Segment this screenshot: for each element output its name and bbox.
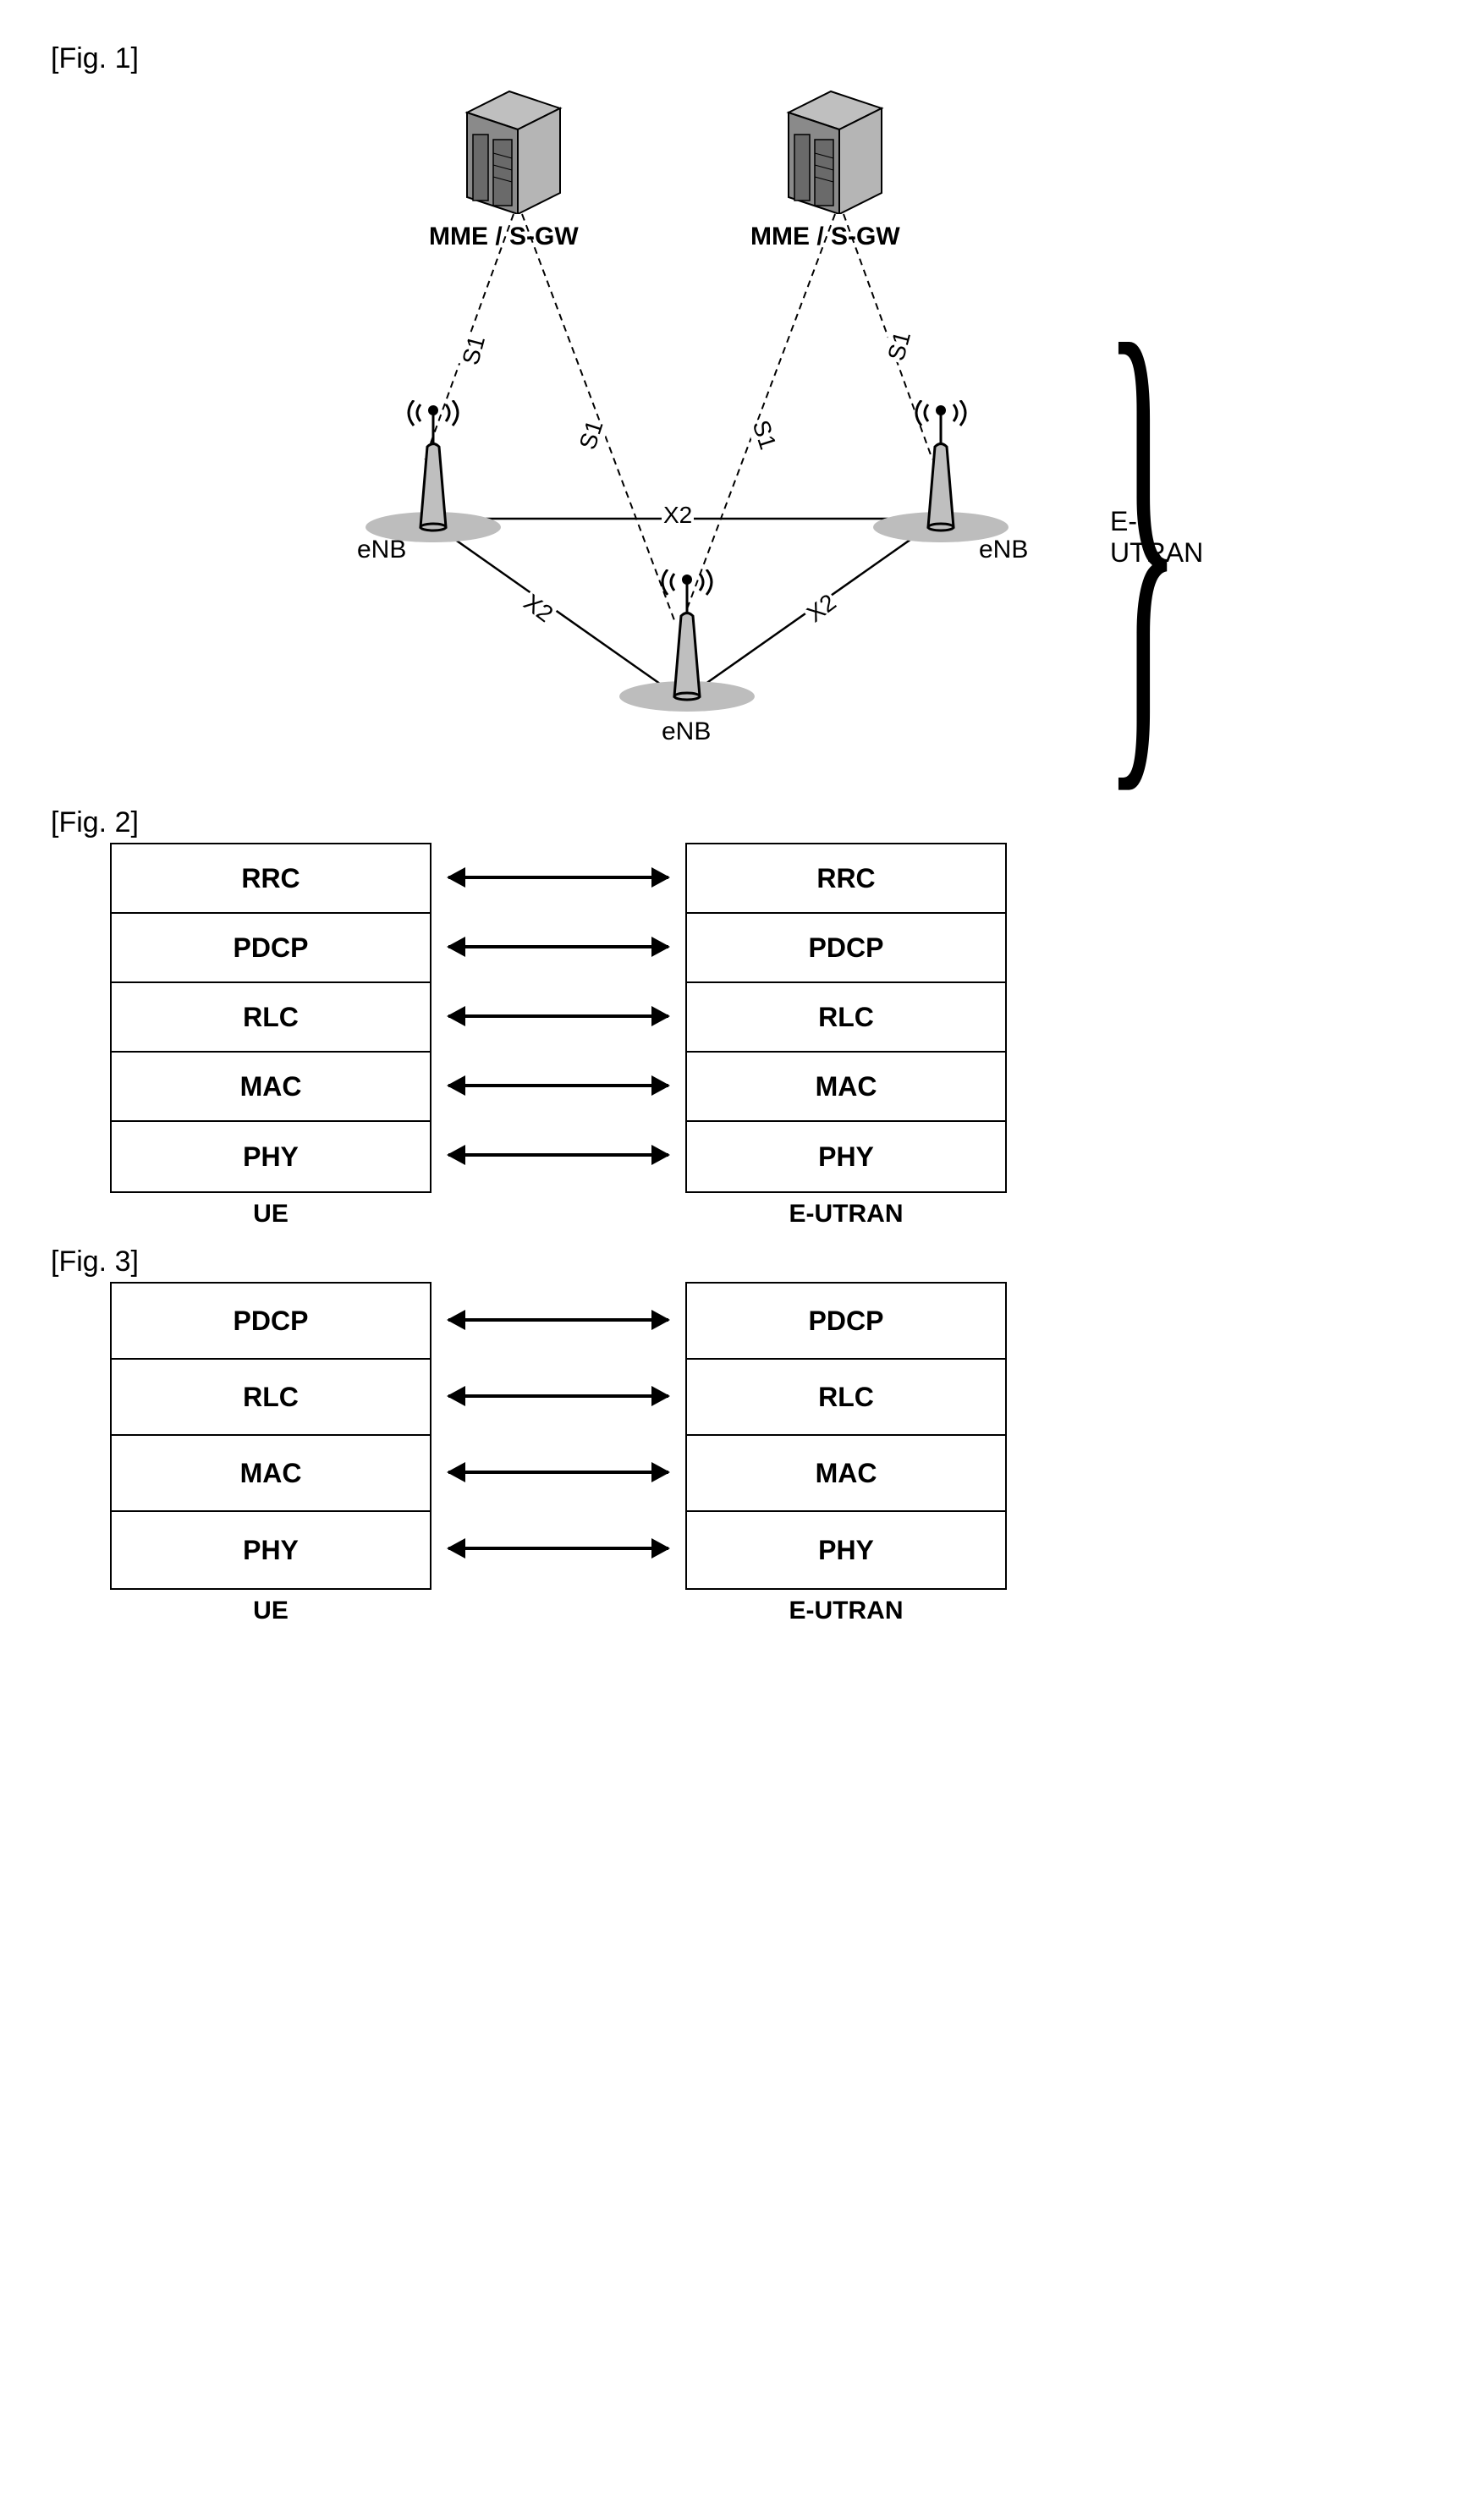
layer: PHY <box>687 1122 1005 1191</box>
fig3-arrows <box>448 1282 668 1586</box>
enb-bottom-label: eNB <box>662 717 711 746</box>
fig1-diagram: MME / S-GW MME / S-GW <box>277 79 1207 789</box>
layer: PHY <box>687 1512 1005 1588</box>
fig2-eutran-caption: E-UTRAN <box>685 1200 1007 1229</box>
fig2-arrows <box>448 843 668 1190</box>
eutran-label: E-UTRAN <box>1110 506 1207 569</box>
layer: MAC <box>112 1053 430 1122</box>
double-arrow-icon <box>448 1471 668 1474</box>
fig3-stack-eutran: PDCP RLC MAC PHY <box>685 1282 1007 1590</box>
double-arrow-icon <box>448 1084 668 1087</box>
layer: PDCP <box>112 1284 430 1360</box>
layer: PDCP <box>112 914 430 983</box>
layer: MAC <box>112 1436 430 1512</box>
layer: PDCP <box>687 1284 1005 1360</box>
double-arrow-icon <box>448 1014 668 1018</box>
layer: RLC <box>687 983 1005 1053</box>
double-arrow-icon <box>448 1153 668 1157</box>
layer: PHY <box>112 1122 430 1191</box>
fig2-ue-caption: UE <box>110 1200 431 1229</box>
double-arrow-icon <box>448 876 668 879</box>
layer: MAC <box>687 1436 1005 1512</box>
layer: RRC <box>112 844 430 914</box>
fig3-stack-ue: PDCP RLC MAC PHY <box>110 1282 431 1590</box>
double-arrow-icon <box>448 1318 668 1322</box>
fig3-label: [Fig. 3] <box>51 1245 1433 1278</box>
layer: RLC <box>112 1360 430 1436</box>
x2-label-1: X2 <box>662 502 694 529</box>
server-left-label: MME / S-GW <box>429 223 579 251</box>
fig3-diagram: PDCP RLC MAC PHY UE PDCP RLC MAC PHY E-U… <box>110 1282 1007 1625</box>
layer: PHY <box>112 1512 430 1588</box>
fig2-stack-eutran: RRC PDCP RLC MAC PHY <box>685 843 1007 1193</box>
server-left <box>463 87 564 214</box>
fig1-label: [Fig. 1] <box>51 42 1433 75</box>
fig2-stack-ue: RRC PDCP RLC MAC PHY <box>110 843 431 1193</box>
fig3-eutran-caption: E-UTRAN <box>685 1597 1007 1625</box>
antenna-bottom <box>615 569 759 713</box>
layer: RLC <box>112 983 430 1053</box>
double-arrow-icon <box>448 1547 668 1550</box>
server-right-label: MME / S-GW <box>750 223 900 251</box>
antenna-left <box>361 400 505 544</box>
fig2-diagram: RRC PDCP RLC MAC PHY UE RRC PDCP RLC MAC… <box>110 843 1007 1229</box>
layer: PDCP <box>687 914 1005 983</box>
layer: RLC <box>687 1360 1005 1436</box>
enb-left-label: eNB <box>357 536 406 564</box>
layer: RRC <box>687 844 1005 914</box>
antenna-right <box>869 400 1013 544</box>
double-arrow-icon <box>448 1394 668 1398</box>
double-arrow-icon <box>448 945 668 948</box>
fig2-label: [Fig. 2] <box>51 806 1433 839</box>
layer: MAC <box>687 1053 1005 1122</box>
fig3-ue-caption: UE <box>110 1597 431 1625</box>
server-right <box>784 87 886 214</box>
enb-right-label: eNB <box>979 536 1028 564</box>
